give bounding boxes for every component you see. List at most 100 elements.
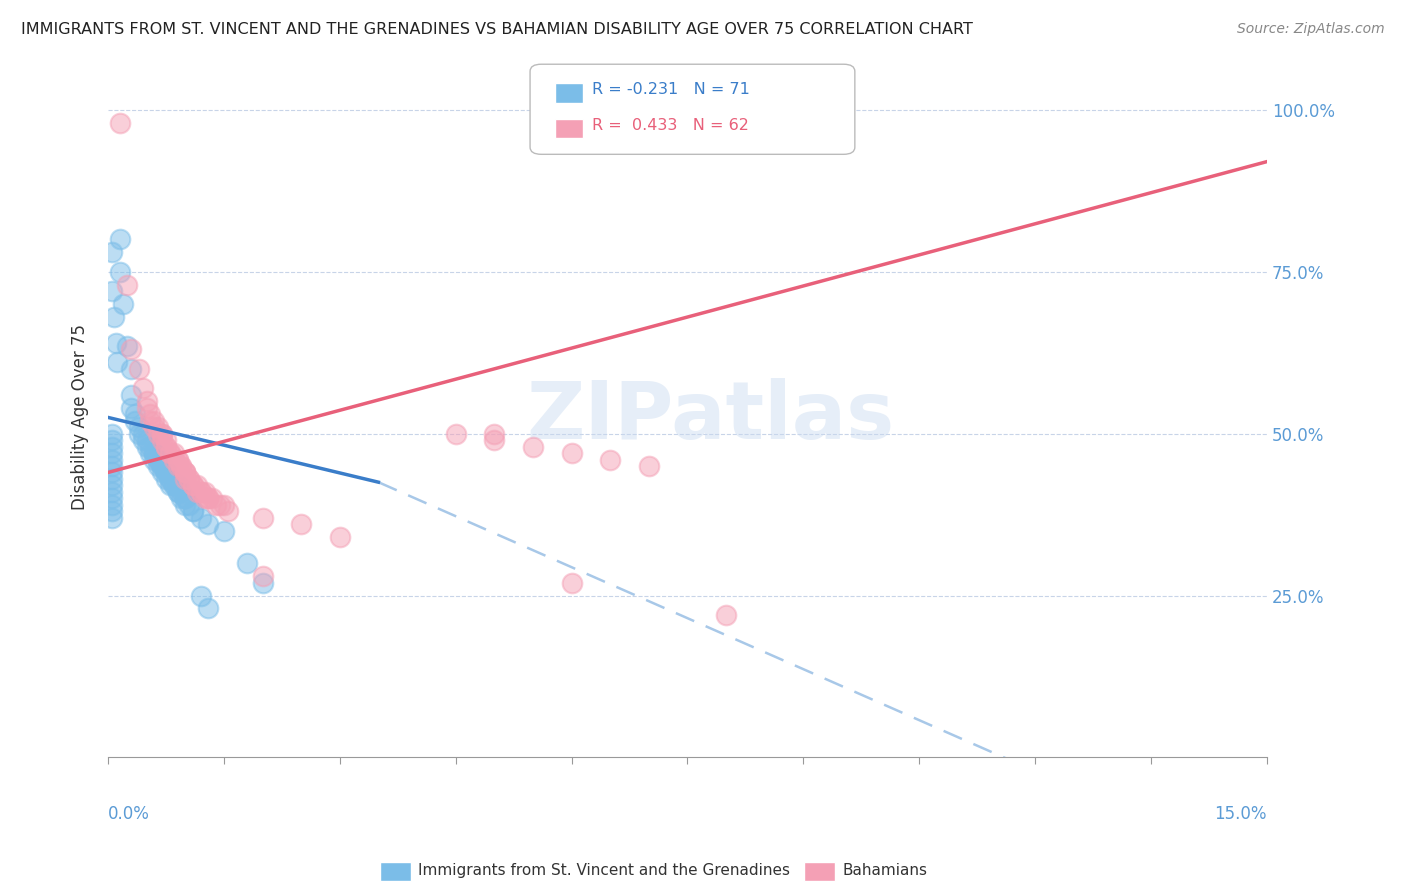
Point bbox=[105, 355, 128, 369]
Point bbox=[190, 589, 212, 603]
Point bbox=[150, 426, 173, 441]
Point bbox=[166, 452, 188, 467]
Point bbox=[197, 601, 219, 615]
Point bbox=[132, 433, 155, 447]
Point bbox=[101, 498, 124, 512]
Point bbox=[166, 484, 188, 499]
Point bbox=[208, 498, 231, 512]
Point bbox=[101, 472, 124, 486]
Point bbox=[170, 458, 193, 473]
Point bbox=[561, 446, 583, 460]
Text: IMMIGRANTS FROM ST. VINCENT AND THE GRENADINES VS BAHAMIAN DISABILITY AGE OVER 7: IMMIGRANTS FROM ST. VINCENT AND THE GREN… bbox=[21, 22, 973, 37]
Point bbox=[174, 498, 197, 512]
Point bbox=[197, 491, 219, 506]
Point bbox=[236, 556, 259, 570]
Point bbox=[290, 517, 312, 532]
Point bbox=[252, 510, 274, 524]
Point bbox=[166, 478, 188, 492]
Point bbox=[181, 478, 204, 492]
Point bbox=[108, 265, 131, 279]
Point bbox=[139, 446, 162, 460]
Point bbox=[120, 388, 142, 402]
Point bbox=[190, 484, 212, 499]
Point bbox=[135, 440, 157, 454]
Point bbox=[252, 575, 274, 590]
Point bbox=[143, 414, 166, 428]
Point bbox=[101, 478, 124, 492]
Point bbox=[148, 458, 170, 473]
Point bbox=[181, 504, 204, 518]
Point bbox=[135, 401, 157, 415]
Point bbox=[444, 426, 467, 441]
Point bbox=[179, 472, 201, 486]
Point bbox=[120, 343, 142, 357]
Y-axis label: Disability Age Over 75: Disability Age Over 75 bbox=[72, 325, 89, 510]
Text: Bahamians: Bahamians bbox=[842, 863, 927, 879]
Point bbox=[163, 478, 186, 492]
Point bbox=[212, 524, 235, 538]
Text: R = -0.231   N = 71: R = -0.231 N = 71 bbox=[592, 82, 749, 97]
Point bbox=[101, 426, 124, 441]
Point bbox=[201, 491, 224, 506]
Point bbox=[163, 452, 186, 467]
Point bbox=[128, 426, 150, 441]
Point bbox=[132, 426, 155, 441]
Point bbox=[143, 446, 166, 460]
Point bbox=[159, 472, 181, 486]
Point bbox=[132, 381, 155, 395]
Point bbox=[163, 446, 186, 460]
Point bbox=[193, 491, 215, 506]
Point bbox=[186, 478, 208, 492]
Point bbox=[135, 394, 157, 409]
Point bbox=[484, 433, 506, 447]
Point bbox=[108, 232, 131, 246]
Point bbox=[112, 297, 135, 311]
Point bbox=[174, 466, 197, 480]
Point bbox=[197, 517, 219, 532]
Point bbox=[561, 575, 583, 590]
Point bbox=[217, 504, 239, 518]
Point bbox=[101, 491, 124, 506]
Point bbox=[714, 607, 737, 622]
Point bbox=[181, 478, 204, 492]
Point bbox=[108, 116, 131, 130]
Point bbox=[155, 440, 177, 454]
Point bbox=[174, 466, 197, 480]
Point bbox=[101, 510, 124, 524]
Point bbox=[120, 401, 142, 415]
Point bbox=[637, 458, 659, 473]
Text: ZIPatlas: ZIPatlas bbox=[526, 378, 894, 457]
Point bbox=[174, 472, 197, 486]
Point bbox=[174, 491, 197, 506]
Point bbox=[205, 498, 228, 512]
Point bbox=[128, 362, 150, 376]
Point bbox=[101, 440, 124, 454]
Point bbox=[170, 491, 193, 506]
Point bbox=[148, 426, 170, 441]
Point bbox=[139, 414, 162, 428]
Point bbox=[101, 452, 124, 467]
Point bbox=[190, 484, 212, 499]
Point bbox=[190, 510, 212, 524]
Point bbox=[179, 498, 201, 512]
Point bbox=[117, 277, 139, 292]
Point bbox=[155, 433, 177, 447]
Point bbox=[197, 491, 219, 506]
Point bbox=[150, 458, 173, 473]
Point bbox=[101, 466, 124, 480]
Point bbox=[179, 472, 201, 486]
Point bbox=[193, 484, 215, 499]
Point bbox=[124, 407, 146, 421]
Point bbox=[252, 569, 274, 583]
Point bbox=[150, 458, 173, 473]
Point bbox=[159, 478, 181, 492]
Point bbox=[101, 284, 124, 298]
Point bbox=[166, 452, 188, 467]
Point bbox=[159, 446, 181, 460]
Point bbox=[174, 491, 197, 506]
Point bbox=[104, 335, 127, 350]
Point bbox=[155, 466, 177, 480]
Point bbox=[101, 504, 124, 518]
Point bbox=[329, 530, 352, 544]
Point bbox=[170, 484, 193, 499]
